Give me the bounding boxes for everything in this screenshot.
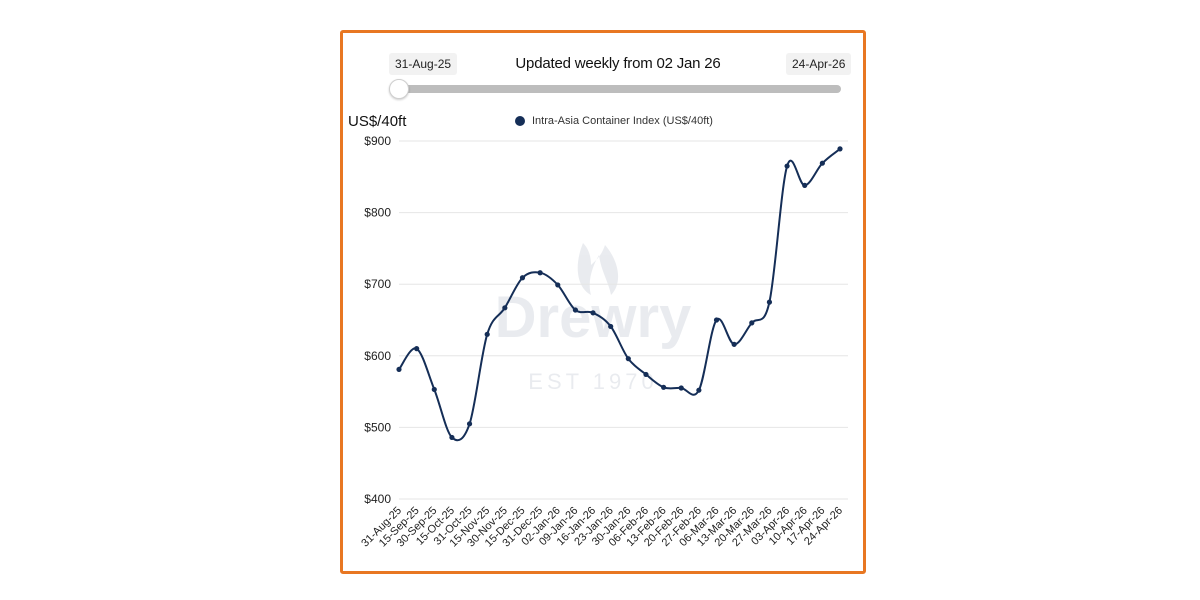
data-point[interactable] bbox=[802, 182, 808, 188]
y-tick-label: $700 bbox=[364, 277, 391, 291]
y-tick-label: $900 bbox=[364, 134, 391, 148]
data-point[interactable] bbox=[749, 320, 755, 326]
y-axis-ticks: $400 $500 $600 $700 $800 $900 bbox=[364, 134, 391, 506]
line-chart: Drewry EST 1970 $400 $500 $600 $700 $800 $900… bbox=[359, 134, 848, 550]
data-point[interactable] bbox=[572, 307, 578, 313]
legend-label: Intra-Asia Container Index (US$/40ft) bbox=[532, 115, 713, 127]
data-point[interactable] bbox=[466, 421, 473, 427]
data-point[interactable] bbox=[590, 310, 596, 316]
drewry-watermark: Drewry EST 1970 bbox=[495, 243, 692, 394]
y-axis-unit-label: US$/40ft bbox=[348, 113, 407, 130]
y-tick-label: $600 bbox=[364, 349, 391, 363]
data-point[interactable] bbox=[643, 371, 649, 378]
data-point[interactable] bbox=[414, 346, 420, 352]
data-point[interactable] bbox=[766, 299, 773, 305]
x-axis-ticks: 31-Aug-2515-Sep-2530-Sep-2515-Oct-2531-O… bbox=[359, 505, 845, 550]
slider-title: Updated weekly from 02 Jan 26 bbox=[515, 55, 721, 72]
data-point[interactable] bbox=[713, 317, 720, 323]
y-tick-label: $500 bbox=[364, 420, 391, 434]
legend-marker bbox=[515, 116, 525, 126]
data-point[interactable] bbox=[537, 270, 543, 276]
slider-handle[interactable] bbox=[389, 79, 409, 99]
data-point[interactable] bbox=[696, 387, 702, 393]
slider-start-date: 31-Aug-25 bbox=[389, 53, 458, 75]
chart-legend[interactable]: Intra-Asia Container Index (US$/40ft) bbox=[515, 115, 713, 127]
watermark-logo-icon bbox=[577, 243, 619, 295]
data-point[interactable] bbox=[819, 160, 825, 166]
data-point[interactable] bbox=[431, 386, 437, 393]
date-range-slider[interactable]: 31-Aug-25 Updated weekly from 02 Jan 26 … bbox=[343, 33, 863, 103]
data-point[interactable] bbox=[731, 341, 737, 347]
y-tick-label: $400 bbox=[364, 492, 391, 506]
y-tick-label: $800 bbox=[364, 206, 391, 220]
data-point[interactable] bbox=[555, 282, 561, 288]
data-point[interactable] bbox=[625, 356, 631, 362]
data-point[interactable] bbox=[519, 275, 526, 281]
data-point[interactable] bbox=[661, 384, 667, 390]
slider-end-date: 24-Apr-26 bbox=[786, 53, 852, 75]
data-point[interactable] bbox=[608, 323, 614, 330]
data-point[interactable] bbox=[484, 331, 490, 337]
slider-track[interactable] bbox=[401, 85, 841, 93]
data-point[interactable] bbox=[678, 385, 684, 391]
series-line bbox=[398, 148, 841, 442]
data-point[interactable] bbox=[502, 305, 508, 311]
watermark-brand: Drewry bbox=[495, 285, 692, 350]
series-intra-asia bbox=[396, 146, 843, 442]
data-point[interactable] bbox=[396, 366, 402, 373]
watermark-established: EST 1970 bbox=[528, 369, 657, 394]
chart-panel: 31-Aug-25 Updated weekly from 02 Jan 26 … bbox=[340, 30, 866, 574]
data-point[interactable] bbox=[837, 146, 843, 152]
data-point[interactable] bbox=[449, 434, 455, 441]
data-point[interactable] bbox=[784, 163, 790, 169]
